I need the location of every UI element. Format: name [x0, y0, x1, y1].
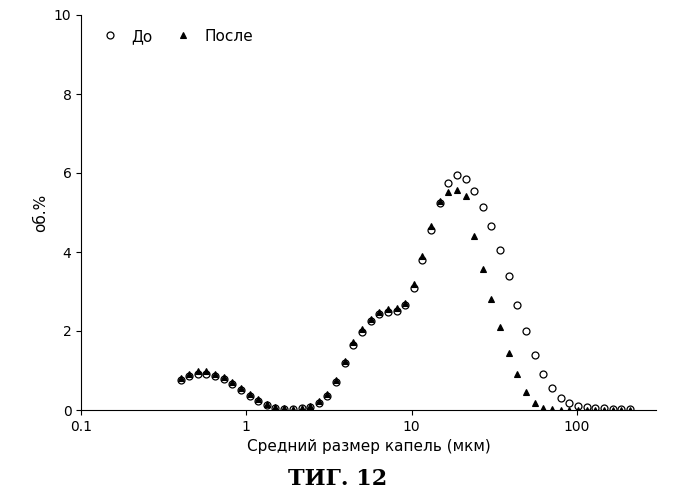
До [626, 406, 634, 412]
После [297, 405, 306, 411]
До [306, 404, 314, 410]
Legend: До, После: До, После [89, 22, 260, 50]
После [444, 189, 452, 195]
До [479, 204, 487, 210]
Y-axis label: об.%: об.% [33, 194, 48, 232]
После [470, 233, 478, 239]
Text: ΤИГ. 12: ΤИГ. 12 [289, 468, 387, 490]
До [539, 372, 548, 378]
После [531, 400, 539, 406]
После [453, 186, 461, 192]
После [176, 376, 185, 382]
После [479, 266, 487, 272]
Line: До: До [177, 172, 633, 412]
До [487, 224, 496, 230]
До [176, 378, 185, 384]
После [557, 406, 565, 412]
До [444, 180, 452, 186]
X-axis label: Средний размер капель (мкм): Средний размер капель (мкм) [247, 440, 490, 454]
До [462, 176, 470, 182]
После [626, 406, 634, 412]
Line: После: После [177, 186, 633, 413]
После [436, 198, 444, 203]
До [289, 406, 297, 412]
До [453, 172, 461, 178]
